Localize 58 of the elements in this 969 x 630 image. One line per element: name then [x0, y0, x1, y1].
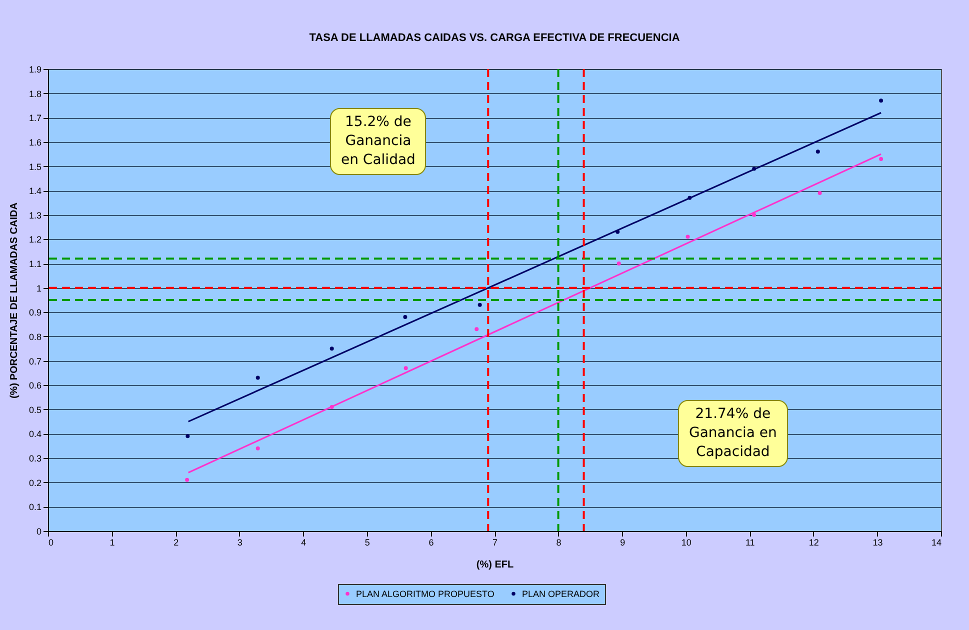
x-tick-label: 13 — [872, 538, 883, 548]
x-tick-label: 0 — [48, 538, 54, 548]
point — [256, 446, 260, 450]
x-tick-label: 11 — [745, 538, 755, 548]
y-tick-label: 1.9 — [28, 64, 42, 74]
point — [752, 212, 756, 217]
y-tick-label: 1.4 — [28, 186, 42, 196]
y-tick-label: 0.6 — [28, 380, 42, 391]
point — [879, 156, 884, 161]
x-axis-title: (%) EFL — [476, 560, 514, 570]
x-tick-label: 12 — [808, 538, 819, 548]
annotation: 21.74% de Ganancia en Capacidad — [678, 400, 788, 467]
legend-label: PLAN ALGORITMO PROPUESTO — [356, 588, 494, 599]
x-tick-label: 10 — [681, 538, 692, 548]
y-axis-title: (%) PORCENTAJE DE LLAMADAS CAIDA — [8, 202, 20, 398]
point — [816, 150, 820, 154]
x-tick-label: 3 — [237, 538, 242, 548]
point — [474, 327, 479, 332]
y-tick-label: 1.5 — [28, 162, 42, 172]
point — [404, 366, 408, 370]
point — [185, 478, 190, 482]
y-tick-label: 1.7 — [28, 113, 42, 124]
x-tick-label: 9 — [620, 538, 626, 548]
chart-title: TASA DE LLAMADAS CAIDAS VS. CARGA EFECTIVA DE FRECUENCIA — [309, 32, 680, 44]
point — [330, 346, 334, 351]
x-tick-label: 14 — [931, 538, 942, 548]
y-tick-label: 0.5 — [28, 404, 42, 415]
point — [818, 191, 822, 196]
y-tick-label: 1.6 — [28, 137, 42, 148]
y-tick-label: 1 — [36, 283, 42, 294]
x-tick-label: 6 — [428, 538, 434, 548]
point — [186, 434, 190, 438]
x-tick-label: 1 — [110, 538, 115, 548]
y-tick-label: 1.2 — [28, 234, 42, 245]
point — [686, 234, 690, 239]
y-tick-label: 0.4 — [28, 429, 42, 440]
x-tick-label: 7 — [492, 538, 498, 548]
x-tick-label: 5 — [364, 538, 370, 548]
y-tick-label: 1.3 — [28, 210, 42, 220]
y-tick-label: 0.1 — [28, 502, 42, 512]
y-tick-label: 0 — [36, 526, 42, 536]
y-tick-label: 0.3 — [28, 454, 42, 464]
y-tick-label: 0.8 — [28, 332, 42, 342]
legend-label: PLAN OPERADOR — [522, 588, 600, 599]
x-tick-label: 2 — [174, 538, 179, 548]
y-tick-label: 1.1 — [28, 259, 42, 270]
annotation: 15.2% de Ganancia en Calidad — [330, 108, 426, 175]
point — [616, 262, 621, 266]
y-tick-label: 0.7 — [28, 356, 42, 366]
x-tick-label: 4 — [301, 538, 306, 548]
x-tick-label: 8 — [556, 538, 562, 548]
y-tick-label: 0.2 — [28, 478, 42, 488]
point — [256, 376, 260, 380]
y-tick-label: 1.8 — [28, 88, 42, 99]
point — [879, 98, 884, 103]
point — [403, 315, 408, 320]
y-tick-label: 0.9 — [28, 308, 42, 318]
point — [478, 302, 482, 307]
